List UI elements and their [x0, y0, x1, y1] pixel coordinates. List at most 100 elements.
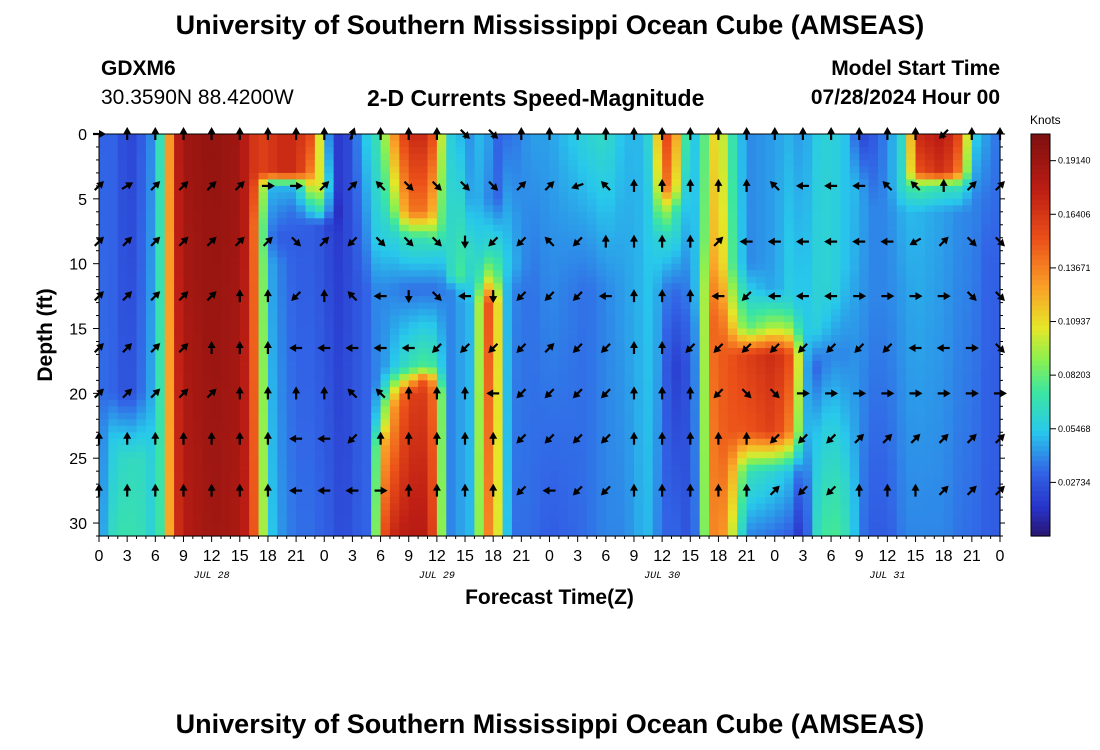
heatmap-cell — [296, 477, 307, 485]
heatmap-cell — [633, 185, 644, 193]
heatmap-cell — [258, 432, 269, 440]
heatmap-cell — [596, 529, 607, 537]
heatmap-cell — [530, 510, 541, 518]
heatmap-cell — [709, 244, 720, 252]
heatmap-cell — [324, 360, 335, 369]
heatmap-cell — [727, 335, 738, 343]
heatmap-cell — [643, 497, 654, 505]
heatmap-cell — [230, 464, 241, 472]
heatmap-cell — [812, 354, 823, 362]
heatmap-cell — [418, 464, 429, 472]
heatmap-cell — [831, 289, 842, 297]
heatmap-cell — [221, 315, 231, 323]
heatmap-cell — [821, 335, 832, 343]
heatmap-cell — [380, 471, 391, 479]
heatmap-cell — [249, 166, 260, 174]
heatmap-cell — [765, 218, 776, 226]
heatmap-cell — [380, 419, 391, 427]
heatmap-cell — [774, 458, 785, 466]
heatmap-cell — [784, 360, 795, 369]
heatmap-cell — [296, 185, 307, 193]
heatmap-cell — [305, 399, 316, 407]
heatmap-cell — [202, 231, 213, 239]
heatmap-cell — [765, 153, 776, 161]
heatmap-cell — [558, 341, 569, 349]
heatmap-cell — [802, 438, 813, 446]
heatmap-cell — [812, 471, 823, 479]
heatmap-cell — [483, 309, 494, 317]
heatmap-cell — [361, 244, 372, 252]
heatmap-cell — [511, 432, 522, 440]
heatmap-cell — [502, 172, 513, 180]
heatmap-cell — [483, 146, 494, 155]
heatmap-cell — [343, 257, 354, 265]
heatmap-cell — [821, 393, 832, 401]
heatmap-cell — [127, 257, 138, 265]
heatmap-cell — [258, 237, 269, 245]
heatmap-cell — [831, 380, 842, 388]
heatmap-cell — [361, 231, 372, 239]
heatmap-cell — [812, 205, 823, 213]
heatmap-cell — [324, 510, 335, 518]
heatmap-cell — [746, 471, 757, 479]
heatmap-cell — [418, 335, 429, 343]
heatmap-cell — [277, 360, 288, 369]
heatmap-cell — [427, 205, 438, 213]
heatmap-cell — [333, 354, 344, 362]
heatmap-cell — [821, 172, 832, 180]
heatmap-cell — [530, 458, 541, 466]
heatmap-cell — [690, 341, 701, 349]
heatmap-cell — [671, 231, 682, 239]
heatmap-cell — [296, 419, 307, 427]
heatmap-cell — [521, 464, 532, 472]
heatmap-cell — [305, 419, 316, 427]
heatmap-cell — [174, 283, 185, 291]
heatmap-cell — [746, 425, 757, 433]
heatmap-cell — [530, 146, 541, 155]
heatmap-cell — [352, 497, 363, 505]
heatmap-cell — [680, 257, 691, 265]
heatmap-cell — [568, 335, 579, 343]
heatmap-cell — [699, 198, 710, 206]
heatmap-cell — [455, 237, 466, 245]
heatmap-cell — [277, 263, 288, 271]
heatmap-cell — [155, 289, 166, 297]
heatmap-cell — [671, 367, 682, 375]
heatmap-cell — [671, 289, 682, 297]
heatmap-cell — [474, 445, 485, 453]
heatmap-cell — [145, 192, 156, 200]
heatmap-cell — [446, 315, 457, 323]
heatmap-cell — [812, 270, 823, 278]
heatmap-cell — [755, 159, 766, 168]
heatmap-cell — [615, 289, 626, 297]
heatmap-cell — [671, 244, 682, 252]
heatmap-cell — [211, 510, 222, 518]
heatmap-cell — [108, 373, 119, 381]
heatmap-cell — [821, 367, 832, 375]
heatmap-cell — [502, 166, 513, 174]
heatmap-cell — [436, 393, 447, 401]
heatmap-cell — [436, 257, 447, 265]
heatmap-cell — [108, 529, 119, 537]
heatmap-cell — [446, 328, 457, 336]
heatmap-cell — [465, 341, 476, 349]
heatmap-cell — [577, 425, 588, 433]
heatmap-cell — [333, 445, 344, 453]
heatmap-cell — [474, 490, 485, 498]
heatmap-cell — [831, 250, 842, 258]
heatmap-cell — [202, 250, 213, 258]
heatmap-cell — [530, 244, 541, 252]
heatmap-cell — [211, 438, 222, 446]
heatmap-cell — [530, 224, 541, 232]
heatmap-cell — [793, 205, 804, 213]
heatmap-cell — [211, 529, 222, 537]
heatmap-cell — [314, 497, 325, 505]
heatmap-cell — [793, 471, 804, 479]
heatmap-cell — [389, 503, 400, 511]
heatmap-cell — [286, 237, 297, 245]
heatmap-cell — [831, 451, 842, 459]
heatmap-cell — [418, 393, 429, 401]
heatmap-cell — [211, 211, 222, 219]
heatmap-cell — [793, 367, 804, 375]
heatmap-cell — [145, 315, 156, 323]
